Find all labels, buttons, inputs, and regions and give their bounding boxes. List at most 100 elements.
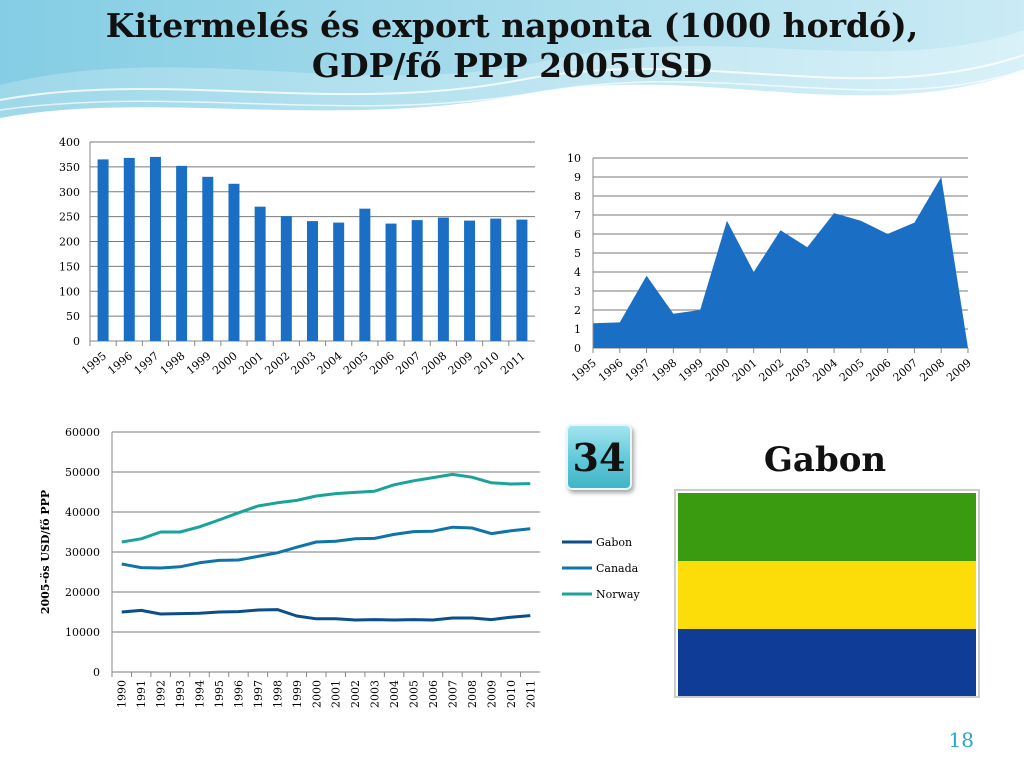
area-x-tick-label: 2001 [730,356,760,384]
area-x-tick-label: 1998 [649,356,679,384]
bar-x-tick-label: 2010 [472,349,502,377]
line-y-tick-label: 10000 [65,626,100,639]
area-x-tick-label: 2009 [944,356,974,384]
line-x-tick-label: 1996 [232,680,245,708]
title-line-1: Kitermelés és export naponta (1000 hordó… [105,6,919,45]
bar-y-tick-label: 350 [59,161,80,174]
bar-x-tick-label: 2004 [315,349,345,377]
area-x-tick-label: 2006 [864,356,894,384]
bar-x-tick-label: 2006 [367,349,397,377]
number-badge: 34 [566,424,632,490]
legend-label-gabon: Gabon [596,536,632,549]
bar-x-tick-label: 2000 [210,349,240,377]
gabon-flag-image [674,489,980,698]
flag-blue-stripe [678,629,976,696]
bar-y-tick-label: 200 [59,236,80,249]
bar-x-tick-label: 1996 [105,349,135,377]
line-x-tick-label: 2000 [310,680,323,708]
bar-x-tick-label: 2003 [289,349,319,377]
bar-2001 [254,206,266,341]
line-x-tick-label: 1997 [252,680,265,708]
bar-2009 [464,220,476,341]
bar-y-tick-label: 300 [59,186,80,199]
line-x-tick-label: 2005 [408,680,421,708]
bar-x-tick-label: 2011 [498,349,528,377]
area-x-tick-label: 1996 [596,356,626,384]
flag-yellow-stripe [678,561,976,629]
bar-2010 [490,218,502,341]
line-x-tick-label: 1994 [194,680,207,708]
country-name: Gabon [763,440,887,480]
bar-1996 [123,157,135,341]
line-x-tick-label: 2006 [427,680,440,708]
bar-x-tick-label: 2007 [393,349,423,377]
bar-1998 [176,165,188,341]
line-x-tick-label: 2003 [369,680,382,708]
line-series-gabon [121,608,531,622]
bar-x-tick-label: 2001 [236,349,266,377]
area-y-tick-label: 9 [574,171,581,184]
slide-title: Kitermelés és export naponta (1000 hordó… [0,6,1024,86]
line-x-tick-label: 1991 [135,680,148,708]
line-x-tick-label: 1992 [155,680,168,708]
area-y-tick-label: 4 [574,266,581,279]
line-series-canada [121,525,531,570]
bar-1997 [149,156,161,341]
area-y-tick-label: 3 [574,285,581,298]
line-x-tick-label: 1998 [271,680,284,708]
bar-1995 [97,159,109,341]
bar-y-tick-label: 400 [59,136,80,149]
area-series [593,177,968,348]
bar-y-tick-label: 250 [59,211,80,224]
export-area-chart: 0 1 2 3 4 5 6 7 8 9 10 1995199619971998199920002001… [567,152,974,384]
area-x-tick-label: 2000 [703,356,733,384]
area-y-tick-label: 1 [574,323,581,336]
line-y-tick-label: 40000 [65,506,100,519]
line-x-tick-label: 1995 [213,680,226,708]
line-y-tick-label: 60000 [65,426,100,439]
bar-2000 [228,183,240,341]
line-y-axis-title: 2005-ös USD/fő PPP [39,490,52,614]
line-x-tick-label: 2007 [446,680,459,708]
area-y-tick-label: 7 [574,209,581,222]
legend-label-norway: Norway [596,588,640,601]
area-y-tick-label: 10 [567,152,581,165]
legend-label-canada: Canada [596,562,639,575]
bar-2007 [411,220,423,341]
bar-2005 [359,208,371,341]
area-x-tick-label: 1997 [623,356,653,384]
area-y-tick-label: 6 [574,228,581,241]
bar-y-tick-label: 0 [73,335,80,348]
area-x-tick-label: 1999 [676,356,706,384]
line-y-tick-label: 0 [93,666,100,679]
bar-2011 [516,219,528,341]
area-x-tick-label: 1995 [569,356,599,384]
title-line-2: GDP/fő PPP 2005USD [311,46,713,85]
area-x-tick-label: 2007 [891,356,921,384]
bar-x-tick-label: 2002 [262,349,292,377]
line-series-norway [121,472,531,544]
line-x-tick-label: 2008 [466,680,479,708]
area-y-tick-label: 0 [574,342,581,355]
line-x-tick-label: 2004 [388,680,401,708]
line-x-tick-label: 2001 [330,680,343,708]
area-y-tick-label: 2 [574,304,581,317]
area-y-tick-label: 8 [574,190,581,203]
line-x-tick-label: 1993 [174,680,187,708]
gdp-line-chart: 0 10000 20000 30000 40000 50000 60000 2005-ös U… [39,426,640,708]
flag-green-stripe [678,493,976,561]
line-x-tick-label: 1990 [116,680,129,708]
bar-2003 [307,221,318,341]
production-bar-chart: 0 50 100 150 200 250 300 350 400 1995199619971998… [59,136,535,377]
bar-x-tick-label: 2008 [420,349,450,377]
area-y-tick-label: 5 [574,247,581,260]
area-x-tick-label: 2008 [917,356,947,384]
page-number: 18 [948,728,974,752]
line-x-tick-label: 1999 [291,680,304,708]
bar-x-tick-label: 2009 [446,349,476,377]
area-x-tick-label: 2005 [837,356,867,384]
bar-y-tick-label: 150 [59,260,80,273]
bar-x-tick-label: 1995 [79,349,109,377]
area-x-tick-label: 2003 [783,356,813,384]
